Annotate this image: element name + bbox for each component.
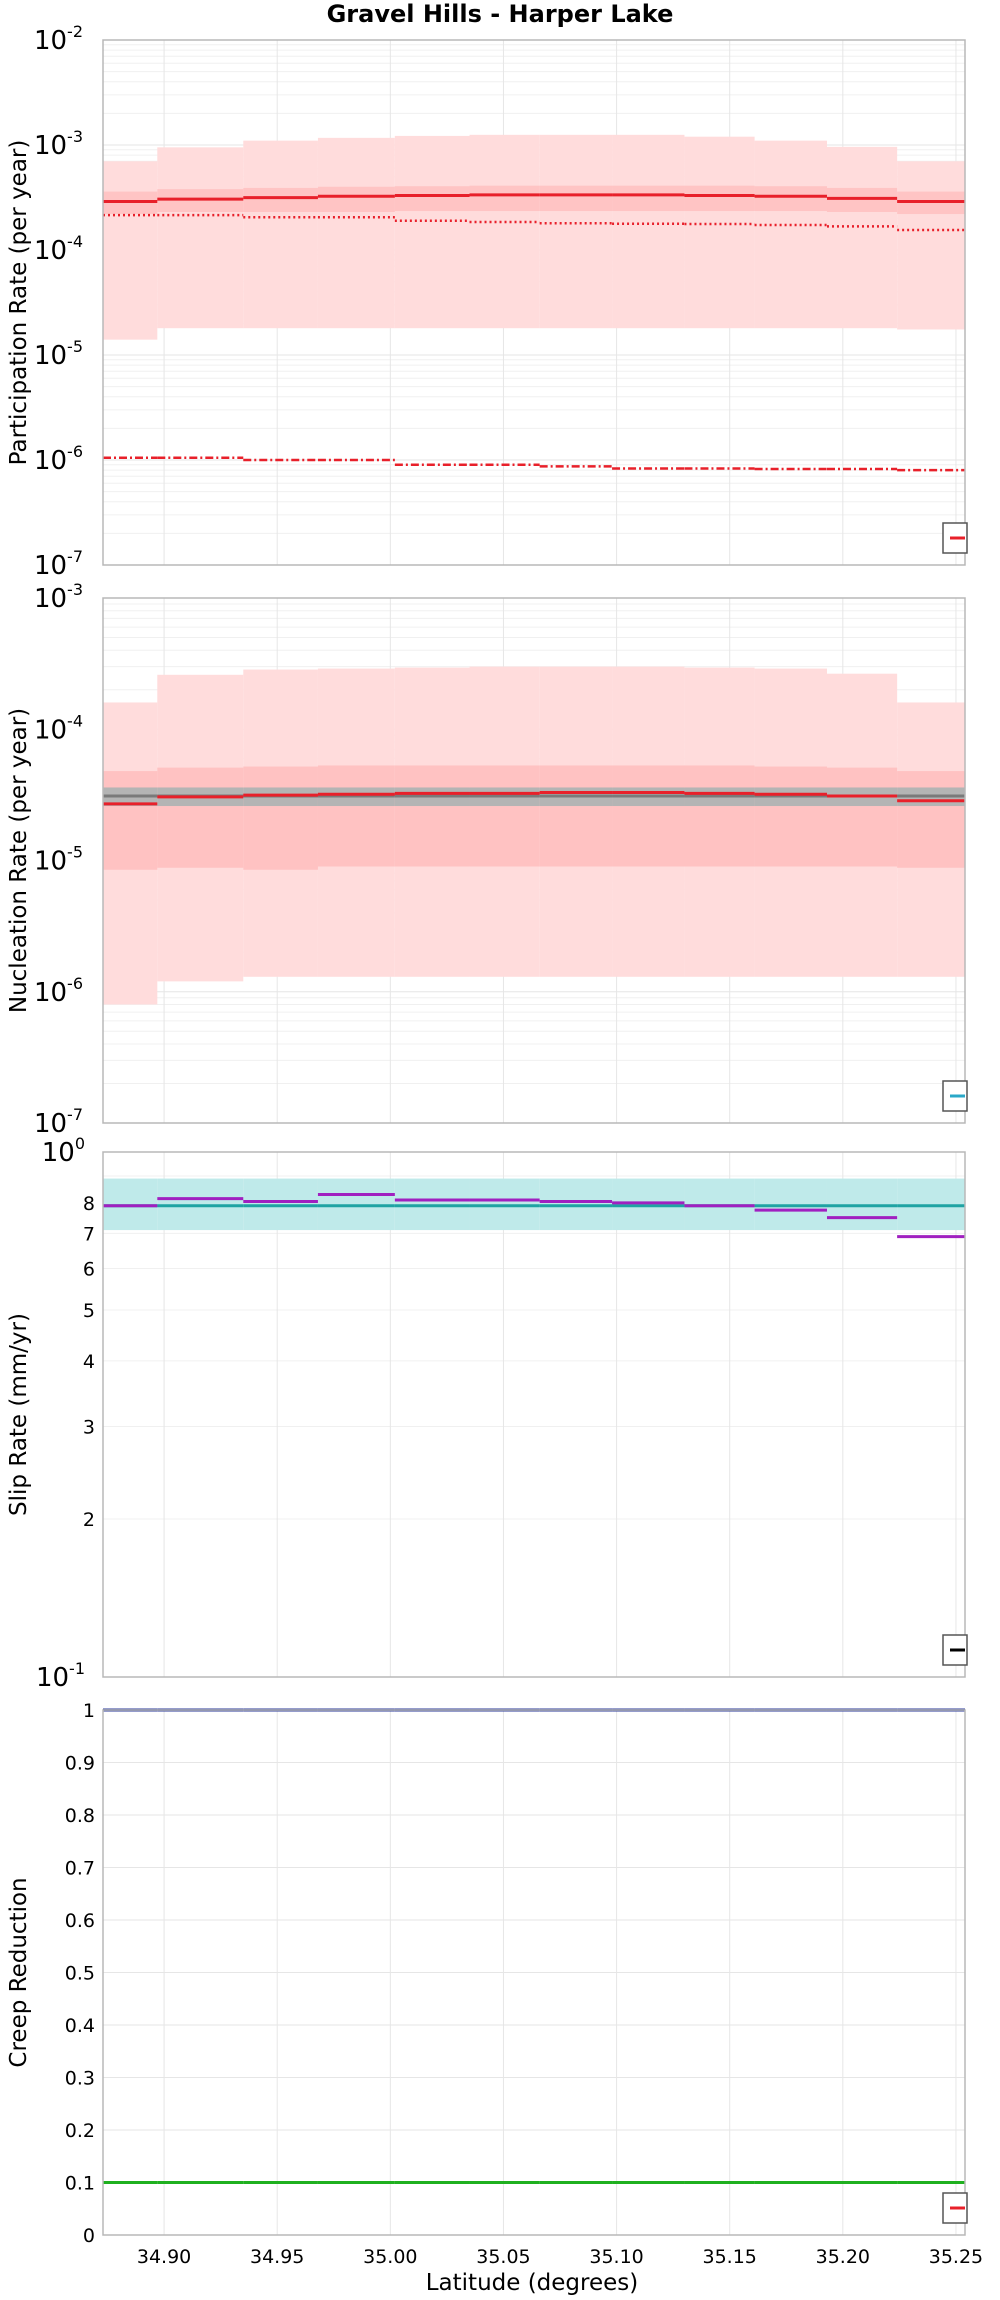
x-tick-label: 35.15 (703, 2246, 757, 2268)
band-segment (826, 767, 898, 867)
band-segment (826, 146, 898, 329)
y-tick-label: 10-6 (34, 974, 83, 1008)
y-axis-label: Creep Reduction (6, 1877, 32, 2067)
panel-1: 10-7 10-6 10-5 10-4 10-3 10-2 Participation Ra… (6, 22, 968, 581)
band-segment (469, 185, 540, 212)
y-tick-label: 1 (83, 1700, 95, 1722)
y-axis-label: Participation Rate (per year) (6, 140, 32, 466)
band-segment (157, 767, 244, 868)
band-segment (317, 137, 395, 329)
y-axis-label: Nucleation Rate (per year) (6, 708, 32, 1013)
band-segment (612, 765, 685, 867)
panel-2: 10-7 10-6 10-5 10-4 10-3 Nucleation Rate (per… (6, 580, 968, 1139)
band-segment (684, 136, 755, 329)
band-segment (612, 185, 685, 212)
band-segment (469, 134, 540, 329)
x-axis-label: Latitude (degrees) (426, 2270, 639, 2296)
band-segment (243, 187, 318, 213)
y-tick-label: 0 (83, 2225, 95, 2247)
legend (942, 1080, 968, 1112)
plot-frame (102, 39, 966, 566)
y-tick-label: 5 (83, 1300, 95, 1322)
panel-3: 10-1 2 3 4 5 6 7 8 100 Slip Rate (mm/yr) (6, 1134, 968, 1693)
legend (942, 1634, 968, 1666)
y-tick-label: 0.8 (65, 1805, 95, 1827)
y-tick-label: 0.1 (65, 2173, 95, 2195)
band-segment (612, 134, 685, 329)
band-segment (684, 765, 755, 867)
band-segment (539, 134, 613, 329)
band-segment (317, 765, 395, 867)
plot-frame (102, 1709, 966, 2236)
band-segment (317, 186, 395, 213)
plot-frame (102, 597, 966, 1124)
y-tick-label: 100 (42, 1134, 85, 1168)
band-segment (157, 147, 244, 329)
y-tick-label: 10-5 (34, 337, 83, 371)
band-segment (103, 771, 158, 870)
band-segment (539, 185, 613, 212)
y-tick-label: 10-6 (34, 442, 83, 476)
y-tick-label: 10-4 (34, 232, 83, 266)
chart-title: Gravel Hills - Harper Lake (327, 0, 674, 28)
x-tick-label: 34.90 (137, 2246, 191, 2268)
y-tick-label: 10-3 (34, 127, 83, 161)
x-tick-label: 35.25 (929, 2246, 983, 2268)
y-tick-label: 2 (83, 1509, 95, 1531)
legend (942, 522, 968, 554)
band-segment (684, 185, 755, 212)
band-segment (469, 765, 540, 867)
y-tick-label: 7 (83, 1223, 95, 1245)
y-tick-label: 0.3 (65, 2068, 95, 2090)
y-tick-label: 3 (83, 1417, 95, 1439)
y-tick-label: 0.6 (65, 1910, 95, 1932)
y-axis-label: Slip Rate (mm/yr) (6, 1313, 32, 1516)
y-tick-label: 0.5 (65, 1963, 95, 1985)
plot-area (103, 1152, 965, 1677)
y-tick-label: 0.7 (65, 1858, 95, 1880)
y-tick-label: 10-7 (34, 1105, 83, 1139)
band-segment (394, 186, 470, 212)
y-tick-label: 10-5 (34, 843, 83, 877)
band-segment (243, 140, 318, 329)
band-segment (243, 766, 318, 870)
band-segment (394, 765, 470, 867)
band-segment (754, 186, 827, 212)
y-tick-label: 0.4 (65, 2015, 95, 2037)
band-segment (897, 161, 965, 330)
y-tick-label: 10-4 (34, 711, 83, 745)
y-tick-label: 8 (83, 1193, 95, 1215)
x-tick-label: 35.00 (363, 2246, 417, 2268)
y-tick-label: 10-7 (34, 547, 83, 581)
y-tick-label: 4 (83, 1351, 95, 1373)
band-segment (754, 140, 827, 329)
x-tick-label: 34.95 (250, 2246, 304, 2268)
x-tick-label: 35.05 (476, 2246, 530, 2268)
band-segment (754, 766, 827, 867)
band-segment (897, 771, 965, 868)
x-tick-label: 35.20 (816, 2246, 870, 2268)
band-segment (826, 187, 898, 213)
y-tick-label: 10-1 (36, 1659, 85, 1693)
y-tick-label: 10-2 (34, 22, 83, 56)
plot-frame (102, 1151, 966, 1678)
x-tick-label: 35.10 (589, 2246, 643, 2268)
y-tick-label: 6 (83, 1258, 95, 1280)
y-tick-label: 0.2 (65, 2120, 95, 2142)
y-tick-label: 10-3 (34, 580, 83, 614)
band-segment (394, 135, 470, 329)
y-tick-label: 0.9 (65, 1753, 95, 1775)
panel-4: 0 0.1 0.2 0.3 0.4 0.5 0.6 0.7 0.8 0.9 1 Creep Reduc… (6, 1700, 968, 2247)
band-segment (103, 161, 158, 340)
band-segment (539, 765, 613, 867)
legend (942, 2192, 968, 2224)
chart-panels: 10-7 10-6 10-5 10-4 10-3 10-2 Participation Ra… (6, 22, 983, 2268)
